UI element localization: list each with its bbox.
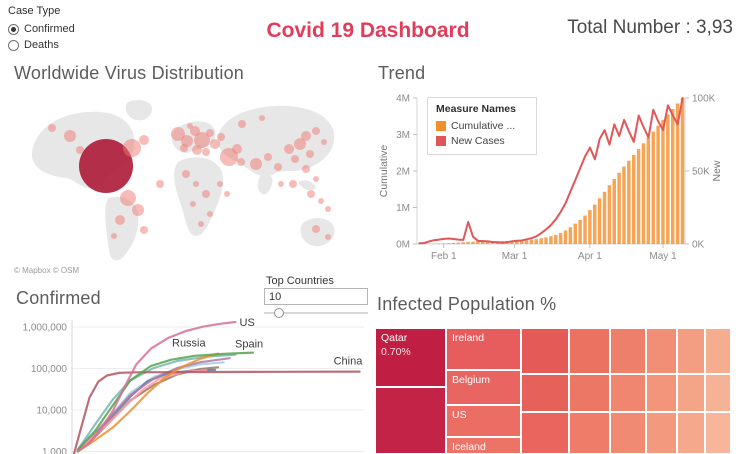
treemap-cell-label: Iceland bbox=[452, 441, 486, 453]
treemap-cell-label: Qatar bbox=[381, 332, 408, 344]
treemap-cell[interactable] bbox=[677, 374, 705, 412]
treemap-panel-title: Infected Population % bbox=[377, 294, 557, 314]
svg-text:50K: 50K bbox=[692, 167, 710, 178]
new-cases-color-swatch bbox=[436, 135, 446, 146]
svg-text:0M: 0M bbox=[396, 240, 410, 251]
treemap-cell[interactable] bbox=[646, 374, 677, 412]
treemap-cell[interactable] bbox=[610, 328, 646, 374]
treemap-cell-ireland[interactable]: Ireland bbox=[446, 328, 521, 370]
total-number: Total Number : 3,93 bbox=[567, 17, 733, 38]
treemap-cell[interactable] bbox=[646, 412, 677, 454]
radio-option-confirmed[interactable]: Confirmed bbox=[8, 21, 75, 37]
top-countries-slider[interactable] bbox=[264, 306, 368, 320]
svg-text:4M: 4M bbox=[396, 94, 410, 105]
legend-title: Measure Names bbox=[436, 103, 516, 115]
treemap-cell-belgium[interactable]: Belgium bbox=[446, 370, 521, 405]
treemap-cell[interactable] bbox=[646, 328, 677, 374]
treemap-cell[interactable] bbox=[677, 412, 705, 454]
treemap-cell[interactable] bbox=[610, 412, 646, 454]
legend-item-new-cases[interactable]: New Cases bbox=[436, 133, 528, 148]
treemap-cell-us[interactable]: US bbox=[446, 405, 521, 437]
svg-text:Apr 1: Apr 1 bbox=[578, 251, 602, 262]
trend-axis-labels: 0M 1M 2M 3M 4M 0K 50K 100K Feb 1 Mar 1 Apr 1 May 1 C… bbox=[378, 94, 723, 263]
treemap-cell[interactable] bbox=[705, 412, 731, 454]
svg-text:Cumulative: Cumulative bbox=[378, 145, 390, 198]
svg-text:100K: 100K bbox=[692, 94, 716, 105]
treemap-cell-label: US bbox=[452, 409, 467, 421]
svg-text:Spain: Spain bbox=[235, 339, 263, 351]
trend-panel-title: Trend bbox=[378, 63, 426, 83]
treemap-cell[interactable] bbox=[610, 374, 646, 412]
svg-text:3M: 3M bbox=[396, 130, 410, 141]
treemap-cell[interactable] bbox=[569, 374, 610, 412]
svg-text:1M: 1M bbox=[396, 203, 410, 214]
map-attribution: © Mapbox © OSM bbox=[14, 266, 80, 275]
top-countries-label: Top Countries bbox=[266, 275, 334, 287]
world-map[interactable]: © Mapbox © OSM bbox=[10, 90, 366, 278]
map-panel-title: Worldwide Virus Distribution bbox=[14, 63, 245, 83]
confirmed-gridlines bbox=[71, 320, 364, 454]
world-map-svg[interactable] bbox=[10, 90, 366, 278]
slider-handle[interactable] bbox=[274, 308, 284, 318]
svg-text:May 1: May 1 bbox=[649, 251, 677, 262]
slider-track[interactable] bbox=[264, 312, 368, 314]
confirmed-chart[interactable]: 1,000,000 100,000 10,000 1,000 China Russia Sp… bbox=[8, 314, 372, 454]
cumulative-color-swatch bbox=[436, 120, 446, 131]
trend-legend: Measure Names Cumulative ... New Cases bbox=[427, 97, 537, 155]
svg-text:1,000: 1,000 bbox=[42, 447, 67, 454]
legend-item-label: New Cases bbox=[451, 134, 505, 147]
map-land-shapes bbox=[31, 100, 335, 261]
top-countries-input[interactable] bbox=[264, 288, 368, 305]
legend-item-cumulative[interactable]: Cumulative ... bbox=[436, 118, 528, 133]
map-outbreak-bubbles[interactable] bbox=[48, 115, 331, 240]
svg-text:Mar 1: Mar 1 bbox=[502, 251, 528, 262]
svg-text:0K: 0K bbox=[692, 240, 705, 251]
treemap-cell[interactable] bbox=[521, 328, 569, 374]
svg-text:China: China bbox=[334, 356, 364, 368]
svg-text:Feb 1: Feb 1 bbox=[431, 251, 457, 262]
treemap-cell[interactable] bbox=[677, 328, 705, 374]
svg-text:100,000: 100,000 bbox=[31, 364, 68, 375]
treemap-cell-label: Ireland bbox=[452, 332, 485, 344]
new-cases-line-series[interactable] bbox=[418, 97, 684, 245]
svg-text:1,000,000: 1,000,000 bbox=[23, 323, 68, 334]
svg-text:US: US bbox=[240, 317, 255, 329]
radio-confirmed-label: Confirmed bbox=[24, 23, 75, 35]
confirmed-country-lines[interactable] bbox=[72, 320, 361, 454]
trend-chart[interactable]: 0M 1M 2M 3M 4M 0K 50K 100K Feb 1 Mar 1 Apr 1 May 1 C… bbox=[375, 86, 731, 270]
cumulative-bars-series[interactable] bbox=[427, 98, 685, 245]
treemap-cell[interactable] bbox=[705, 374, 731, 412]
confirmed-panel-title: Confirmed bbox=[16, 288, 101, 308]
confirmed-axis-and-line-labels: 1,000,000 100,000 10,000 1,000 China Russia Sp… bbox=[23, 317, 364, 454]
svg-text:10,000: 10,000 bbox=[36, 406, 67, 417]
svg-text:2M: 2M bbox=[396, 167, 410, 178]
treemap-cell[interactable] bbox=[569, 328, 610, 374]
infected-population-treemap: Qatar 0.70% Ireland Belgium US Iceland bbox=[375, 328, 731, 454]
treemap-cell-label: Belgium bbox=[452, 374, 490, 386]
treemap-cell[interactable] bbox=[521, 412, 569, 454]
treemap-cell-value: 0.70% bbox=[381, 346, 411, 358]
radio-option-deaths[interactable]: Deaths bbox=[8, 37, 75, 53]
legend-item-label: Cumulative ... bbox=[451, 119, 516, 132]
treemap-cell[interactable] bbox=[521, 374, 569, 412]
treemap-cell[interactable] bbox=[375, 387, 446, 454]
treemap-cell[interactable] bbox=[569, 412, 610, 454]
dashboard-title: Covid 19 Dashboard bbox=[266, 19, 470, 42]
svg-text:Russia: Russia bbox=[172, 338, 207, 350]
radio-deaths-icon[interactable] bbox=[8, 39, 19, 51]
treemap-cell[interactable] bbox=[705, 328, 731, 374]
case-type-filter: Case Type Confirmed Deaths bbox=[8, 5, 75, 53]
radio-confirmed-icon[interactable] bbox=[8, 23, 19, 35]
treemap-cell-iceland[interactable]: Iceland bbox=[446, 437, 521, 454]
svg-text:New: New bbox=[711, 160, 723, 181]
radio-deaths-label: Deaths bbox=[24, 39, 59, 51]
treemap-cell-qatar[interactable]: Qatar 0.70% bbox=[375, 328, 446, 387]
case-type-label: Case Type bbox=[8, 5, 61, 17]
